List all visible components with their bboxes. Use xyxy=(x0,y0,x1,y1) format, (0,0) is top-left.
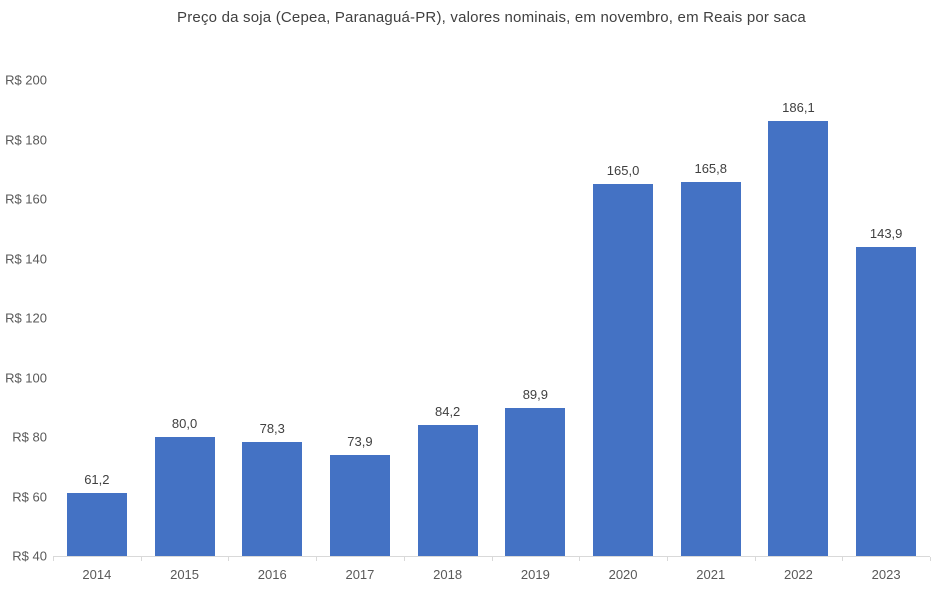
bar-2018 xyxy=(417,424,478,556)
x-axis-tick-mark xyxy=(53,557,54,561)
bar-value-label-2017: 73,9 xyxy=(347,434,373,450)
bar-2019 xyxy=(505,407,566,556)
bar-2014 xyxy=(66,492,127,556)
bar-value-label-2016: 78,3 xyxy=(259,421,285,437)
x-axis-label-2015: 2015 xyxy=(170,567,200,582)
x-axis-tick-mark xyxy=(666,557,668,561)
x-axis-label-2021: 2021 xyxy=(696,567,726,582)
y-axis-tick-label: R$ 180 xyxy=(5,132,47,147)
x-axis-tick-mark xyxy=(316,557,318,561)
x-axis-label-2022: 2022 xyxy=(783,567,813,582)
bar-2022 xyxy=(768,121,829,556)
x-axis-tick-mark xyxy=(403,557,405,561)
x-axis-label-2018: 2018 xyxy=(433,567,463,582)
x-axis-label-2017: 2017 xyxy=(345,567,375,582)
chart-title: Preço da soja (Cepea, Paranaguá-PR), val… xyxy=(177,9,806,26)
y-axis-tick-label: R$ 140 xyxy=(5,251,47,266)
x-axis-tick-mark xyxy=(930,557,931,561)
bar-2021 xyxy=(680,181,741,556)
x-axis-tick-mark xyxy=(140,557,142,561)
x-axis-tick-mark xyxy=(842,557,844,561)
bar-2023 xyxy=(856,246,917,556)
x-axis-line xyxy=(53,556,930,557)
bar-value-label-2018: 84,2 xyxy=(434,403,461,419)
x-axis-label-2014: 2014 xyxy=(82,567,112,582)
bar-2020 xyxy=(593,184,654,556)
y-axis-tick-label: R$ 80 xyxy=(12,429,47,445)
x-axis-label-2023: 2023 xyxy=(871,567,901,582)
y-axis-tick-label: R$ 200 xyxy=(5,72,47,88)
bar-value-label-2021: 165,8 xyxy=(694,160,728,176)
x-axis-tick-mark xyxy=(754,557,756,561)
x-axis-tick-mark xyxy=(491,557,493,561)
y-axis-tick-label: R$ 120 xyxy=(5,310,47,326)
x-axis-label-2016: 2016 xyxy=(257,567,287,582)
bar-value-label-2020: 165,0 xyxy=(606,163,640,179)
bar-2017 xyxy=(329,455,390,556)
x-axis-label-2020: 2020 xyxy=(608,567,638,582)
x-axis-tick-mark xyxy=(228,557,230,561)
bar-value-label-2015: 80,0 xyxy=(171,416,198,431)
bar-2016 xyxy=(242,442,303,556)
y-axis-tick-label: R$ 100 xyxy=(5,370,47,385)
x-axis-label-2019: 2019 xyxy=(520,567,550,582)
bar-value-label-2022: 186,1 xyxy=(782,100,815,116)
y-axis-tick-label: R$ 40 xyxy=(12,548,47,564)
bar-value-label-2019: 89,9 xyxy=(522,386,548,402)
bar-value-label-2023: 143,9 xyxy=(869,225,903,241)
y-axis-tick-label: R$ 160 xyxy=(5,191,47,207)
bar-value-label-2014: 61,2 xyxy=(84,471,110,487)
x-axis-tick-mark xyxy=(579,557,581,561)
y-axis-tick-label: R$ 60 xyxy=(12,489,47,504)
bar-2015 xyxy=(154,437,215,556)
